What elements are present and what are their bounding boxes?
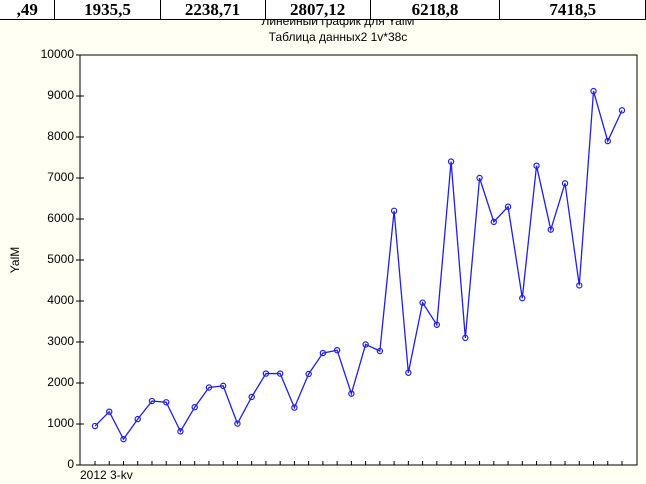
point xyxy=(519,294,526,302)
point xyxy=(419,299,426,306)
plot-area xyxy=(79,54,638,466)
point xyxy=(276,370,284,377)
line xyxy=(94,90,623,441)
point xyxy=(533,162,540,169)
point xyxy=(390,207,398,214)
point xyxy=(348,390,355,397)
point xyxy=(262,370,270,377)
table-cell: 7418,5 xyxy=(500,0,646,19)
point xyxy=(604,137,611,145)
y-tick-label: 3000 xyxy=(47,334,74,348)
chart-title: Линейный график для YalM xyxy=(261,19,414,28)
point xyxy=(618,107,626,114)
point xyxy=(219,382,227,390)
table-cell: 2807,12 xyxy=(266,0,371,19)
point xyxy=(362,341,369,348)
point xyxy=(205,384,213,391)
table-cell: 6218,8 xyxy=(371,0,501,19)
point xyxy=(91,422,99,430)
point xyxy=(462,334,469,342)
y-tick-label: 1000 xyxy=(47,416,74,430)
point xyxy=(447,158,455,165)
point xyxy=(504,203,512,210)
x-tick-label: 2012 3-kv xyxy=(80,468,133,482)
point xyxy=(433,321,441,328)
y-tick-label: 5000 xyxy=(47,252,74,266)
table-cell: ,49 xyxy=(0,0,56,19)
point xyxy=(547,226,554,233)
point xyxy=(177,428,184,435)
point xyxy=(376,347,384,355)
point xyxy=(590,87,597,95)
y-tick-label: 2000 xyxy=(47,375,74,389)
table-row: ,49 1935,5 2238,71 2807,12 6218,8 7418,5 xyxy=(0,0,646,20)
y-tick-label: 6000 xyxy=(47,211,74,225)
point xyxy=(333,347,341,354)
table-cell: 1935,5 xyxy=(55,0,161,19)
point xyxy=(248,393,255,401)
y-axis-label: YalM xyxy=(8,247,22,273)
y-tick-label: 8000 xyxy=(47,129,74,143)
point xyxy=(319,349,327,357)
y-tick-label: 10000 xyxy=(41,47,75,61)
point xyxy=(405,369,412,376)
point xyxy=(561,180,569,187)
point xyxy=(134,415,141,423)
chart: Линейный график для YalM Таблица данных2… xyxy=(8,19,638,482)
point xyxy=(106,408,113,415)
point xyxy=(305,370,312,378)
y-tick-label: 9000 xyxy=(47,88,74,102)
y-tick-label: 4000 xyxy=(47,293,74,307)
chart-subtitle: Таблица данных2 1v*38c xyxy=(269,30,408,44)
point xyxy=(476,174,483,182)
point xyxy=(163,399,170,406)
point xyxy=(490,218,498,226)
table-cell: 2238,71 xyxy=(161,0,266,19)
point xyxy=(148,397,156,405)
point xyxy=(576,282,583,289)
point xyxy=(291,404,298,411)
point xyxy=(120,435,127,443)
point xyxy=(191,403,198,411)
point xyxy=(234,420,241,427)
y-tick-label: 7000 xyxy=(47,170,74,184)
y-tick-label: 0 xyxy=(67,457,74,471)
